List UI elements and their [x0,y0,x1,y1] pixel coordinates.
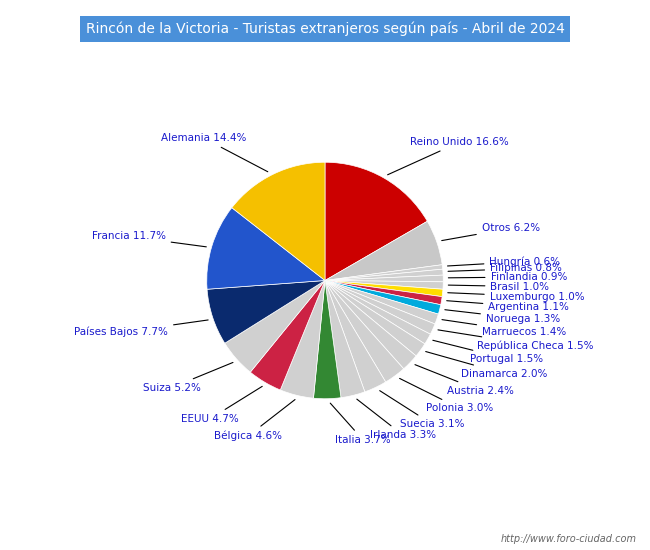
Wedge shape [313,280,341,399]
Wedge shape [325,280,425,356]
Wedge shape [207,208,325,289]
Text: Suecia 3.1%: Suecia 3.1% [380,390,465,430]
Text: Países Bajos 7.7%: Países Bajos 7.7% [74,320,208,338]
Text: Bélgica 4.6%: Bélgica 4.6% [214,400,295,441]
Wedge shape [325,280,365,398]
Text: Irlanda 3.3%: Irlanda 3.3% [357,399,436,440]
Wedge shape [325,280,385,392]
Text: Brasil 1.0%: Brasil 1.0% [448,282,549,292]
Wedge shape [250,280,325,390]
Text: Alemania 14.4%: Alemania 14.4% [161,133,268,172]
Wedge shape [280,280,325,398]
Wedge shape [325,280,435,334]
Text: Rincón de la Victoria - Turistas extranjeros según país - Abril de 2024: Rincón de la Victoria - Turistas extranj… [86,15,564,29]
Text: Finlandia 0.9%: Finlandia 0.9% [448,272,567,282]
Text: Hungría 0.6%: Hungría 0.6% [448,256,560,267]
Wedge shape [325,280,443,289]
Wedge shape [325,280,441,314]
Text: Dinamarca 2.0%: Dinamarca 2.0% [426,351,547,378]
Wedge shape [325,280,416,369]
Text: Marruecos 1.4%: Marruecos 1.4% [442,320,566,337]
Text: EEUU 4.7%: EEUU 4.7% [181,386,262,424]
Wedge shape [325,265,443,280]
Wedge shape [207,280,325,343]
Wedge shape [325,280,404,382]
Wedge shape [325,280,438,324]
Text: Argentina 1.1%: Argentina 1.1% [447,301,569,312]
Text: Filipinas 0.8%: Filipinas 0.8% [448,263,562,273]
Text: Noruega 1.3%: Noruega 1.3% [445,310,560,324]
Text: Portugal 1.5%: Portugal 1.5% [433,340,543,364]
Text: República Checa 1.5%: República Checa 1.5% [438,330,593,350]
Wedge shape [325,280,430,344]
Wedge shape [325,275,443,282]
Text: Francia 11.7%: Francia 11.7% [92,232,206,247]
Text: Suiza 5.2%: Suiza 5.2% [143,362,233,393]
Wedge shape [225,280,325,372]
Text: Reino Unido 16.6%: Reino Unido 16.6% [387,137,509,175]
Wedge shape [232,162,325,280]
Text: Italia 3.7%: Italia 3.7% [330,403,391,445]
Wedge shape [325,280,443,296]
Text: Austria 2.4%: Austria 2.4% [415,365,514,395]
Text: Otros 6.2%: Otros 6.2% [442,223,540,240]
Text: Polonia 3.0%: Polonia 3.0% [400,378,493,414]
Wedge shape [325,269,443,280]
Text: http://www.foro-ciudad.com: http://www.foro-ciudad.com [501,535,637,544]
Wedge shape [325,221,442,280]
Wedge shape [325,162,427,280]
Text: Luxemburgo 1.0%: Luxemburgo 1.0% [448,292,584,301]
Text: Rincón de la Victoria - Turistas extranjeros según país - Abril de 2024: Rincón de la Victoria - Turistas extranj… [86,22,564,36]
Wedge shape [325,280,442,305]
